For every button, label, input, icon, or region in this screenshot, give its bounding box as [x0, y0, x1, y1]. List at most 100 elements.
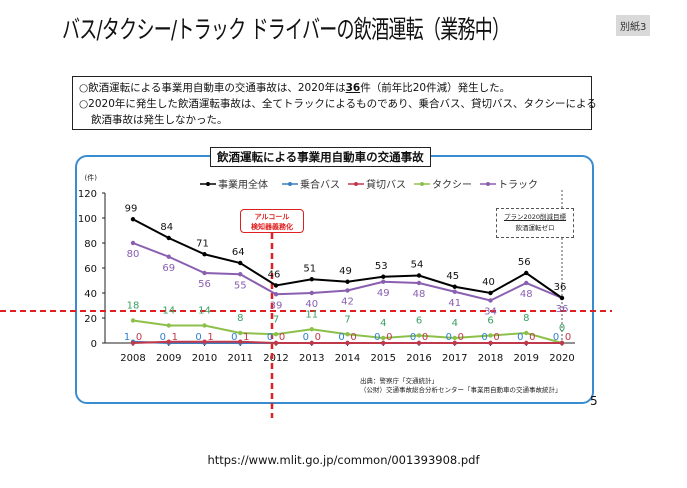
data-label: 0	[279, 332, 285, 343]
data-label: 80	[127, 249, 140, 260]
data-point	[452, 289, 457, 294]
data-label: 0	[231, 332, 237, 343]
legend-marker	[420, 182, 424, 186]
data-label: 0	[553, 332, 559, 343]
data-point	[273, 283, 279, 288]
data-label: 51	[303, 263, 316, 274]
data-label: 0	[493, 332, 499, 343]
page-title: バス/タクシー/トラック ドライバーの飲酒運転（業務中）	[62, 15, 510, 44]
data-label: 0	[410, 332, 416, 343]
data-point	[273, 292, 279, 297]
data-label: 56	[518, 257, 531, 268]
page-number: 5	[590, 394, 598, 408]
data-label: 55	[234, 280, 247, 291]
data-label: 8	[237, 313, 243, 324]
legend-marker	[486, 182, 490, 186]
data-label: 0	[136, 332, 142, 343]
data-label: 0	[267, 332, 273, 343]
chart-source: 出典：警察庁「交通統計」 （公財）交通事故総合分析センター「事業用自動車の交通事故…	[360, 377, 562, 395]
data-point	[238, 260, 243, 266]
legend-marker	[354, 182, 358, 186]
annotation-text: 検知器義務化	[251, 223, 293, 231]
data-point	[273, 340, 279, 346]
data-point	[166, 339, 171, 344]
source-line: 出典：警察庁「交通統計」	[360, 377, 438, 385]
data-point	[524, 330, 529, 336]
data-point	[130, 240, 136, 246]
data-label: 39	[270, 300, 283, 311]
data-point	[416, 333, 422, 338]
data-point	[238, 339, 243, 344]
data-label: 0	[529, 332, 535, 343]
legend-marker	[206, 182, 210, 186]
data-point	[381, 279, 386, 284]
data-label: 34	[484, 307, 497, 318]
data-label: 40	[305, 299, 318, 310]
data-label: 36	[556, 304, 569, 315]
annotation-text: 飲酒運転ゼロ	[515, 224, 555, 232]
chart-title: 飲酒運転による事業用自動車の交通事故	[210, 147, 431, 167]
data-point	[452, 284, 457, 289]
y-tick-label: 0	[91, 339, 97, 350]
summary-text: 件（前年比20件減）発生した。	[360, 82, 511, 94]
summary-text: ○飲酒運転による事業用自動車の交通事故は、2020年は	[79, 82, 346, 94]
data-label: 0	[195, 332, 201, 343]
x-tick-label: 2013	[299, 353, 324, 364]
x-tick-label: 2008	[120, 353, 145, 364]
data-point	[309, 340, 314, 346]
legend-label: 乗合バス	[300, 178, 340, 191]
data-label: 0	[481, 332, 487, 343]
data-label: 0	[315, 332, 321, 343]
data-label: 40	[482, 277, 495, 288]
data-point	[130, 318, 136, 323]
legend-label: 貸切バス	[366, 178, 406, 191]
data-point	[559, 340, 565, 346]
data-label: 45	[446, 271, 459, 282]
data-point	[238, 330, 243, 336]
data-point	[452, 340, 457, 346]
data-label: 0	[160, 332, 166, 343]
annotation-text: プラン2020削減目標	[503, 213, 567, 221]
data-point	[202, 270, 207, 276]
data-point	[381, 335, 386, 341]
data-point	[416, 280, 422, 286]
data-point	[309, 277, 314, 282]
summary-line-2: ○2020年に発生した飲酒運転事故は、全てトラックによるものであり、乗合バス、貸…	[79, 98, 597, 110]
data-label: 46	[268, 270, 281, 281]
data-point	[488, 333, 493, 338]
appendix-badge: 別紙3	[616, 15, 651, 36]
data-point	[524, 340, 529, 346]
data-label: 4	[380, 318, 386, 329]
data-label: 14	[162, 306, 175, 317]
data-label: 11	[305, 309, 318, 320]
data-point	[309, 327, 314, 332]
data-label: 4	[452, 318, 458, 329]
x-tick-label: 2014	[335, 353, 360, 364]
data-label: 1	[124, 332, 130, 343]
x-tick-label: 2016	[406, 353, 431, 364]
summary-box: ○飲酒運転による事業用自動車の交通事故は、2020年は36件（前年比20件減）発…	[72, 76, 597, 130]
data-label: 6	[487, 316, 493, 327]
data-label: 41	[448, 298, 461, 309]
data-point	[345, 332, 350, 337]
data-point	[345, 340, 350, 346]
data-point	[488, 290, 493, 296]
data-point	[238, 272, 243, 277]
y-tick-label: 60	[84, 264, 97, 275]
data-label: 0	[559, 323, 565, 334]
data-point	[416, 273, 422, 278]
alcohol-detector-annotation: アルコール 検知器義務化	[240, 209, 304, 233]
data-point	[524, 270, 529, 276]
legend-label: 事業用全体	[218, 178, 268, 191]
summary-line-3: 飲酒事故は発生しなかった。	[91, 114, 228, 126]
data-point	[345, 288, 350, 293]
data-label: 99	[125, 203, 138, 214]
data-point	[381, 274, 386, 279]
data-label: 0	[565, 332, 571, 343]
data-point	[488, 298, 493, 303]
data-point	[559, 295, 565, 301]
data-label: 48	[520, 289, 533, 300]
legend-label: トラック	[498, 179, 538, 191]
data-point	[202, 339, 207, 344]
